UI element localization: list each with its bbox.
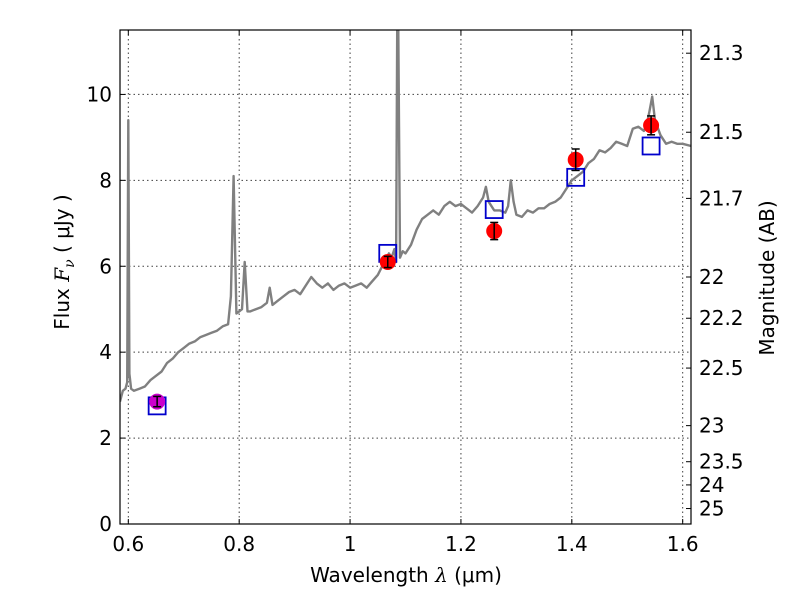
x-tick-label: 1.4 [556,532,588,556]
spectrum-line [120,30,691,402]
model-photometry-square [641,136,661,156]
series-layer [120,30,691,402]
tick-layer: 0.6 0.8 1 1.2 1.4 1.6024681021.321.521.72222.… [87,30,744,556]
x-tick-label: 0.6 [112,532,144,556]
x-tick-label: 1 [344,532,357,556]
x-tick-label: 1.2 [445,532,477,556]
model-photometry-square [484,200,504,219]
y2-tick-label: 22.2 [699,306,744,330]
y-tick-label: 2 [99,426,112,450]
y2-tick-label: 21.5 [699,120,744,144]
y2-axis-title: Magnitude (AB) [755,200,779,355]
plot-frame [119,29,692,525]
y2-tick-label: 23.5 [699,450,744,474]
y2-tick-label: 23 [699,414,724,438]
x-tick-label: 0.8 [223,532,255,556]
x-tick-label: 1.6 [667,532,699,556]
x-axis-title: Wavelength λ (μm) [310,563,502,587]
y-axis-title: Flux Fν ( μJy ) [50,194,78,329]
grid-layer [120,30,691,525]
y-tick-label: 10 [87,82,112,106]
y2-tick-label: 24 [699,473,724,497]
y2-tick-label: 21.3 [699,41,744,65]
y2-tick-label: 22.5 [699,356,744,380]
y2-tick-label: 22 [699,265,724,289]
y-tick-label: 0 [99,512,112,536]
y-tick-label: 8 [99,168,112,192]
marker-layer [147,115,661,416]
y-tick-label: 4 [99,340,112,364]
y-tick-label: 6 [99,254,112,278]
y2-tick-label: 21.7 [699,186,744,210]
y2-tick-label: 25 [699,497,724,521]
